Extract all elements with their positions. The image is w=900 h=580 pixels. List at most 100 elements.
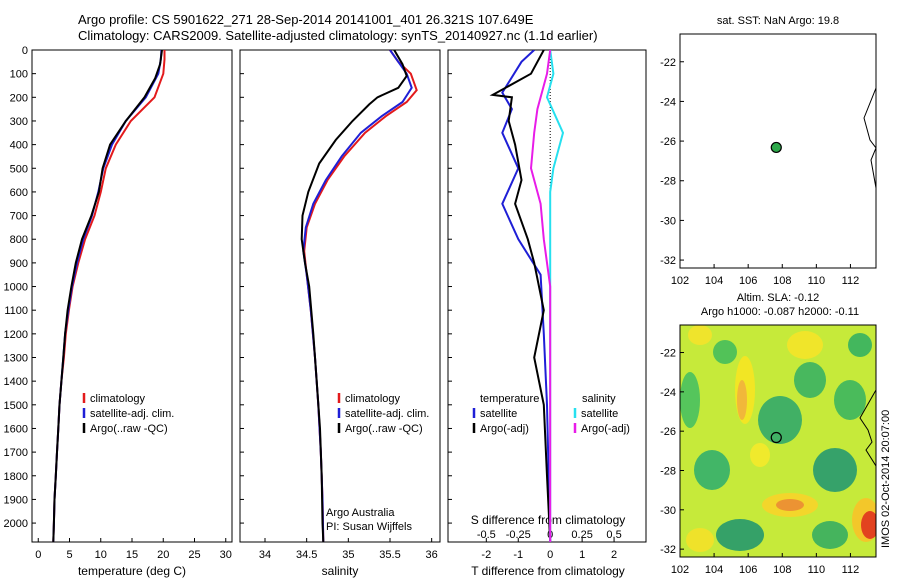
x-tick-label: -2: [481, 549, 491, 561]
difference-legend-temperature: temperature satellite Argo(-adj): [472, 393, 539, 435]
temperature-legend: climatology satellite-adj. clim. Argo(..…: [82, 393, 174, 435]
x-tick-label: 5: [66, 549, 72, 561]
y-tick-label: 100: [10, 69, 28, 81]
legend-label-t-satellite: satellite: [480, 408, 517, 420]
argo-float-location: [770, 431, 782, 444]
y-tick-label: 300: [10, 116, 28, 128]
map-x-tick-label: 112: [842, 275, 860, 287]
map-y-tick-label: -28: [660, 176, 676, 188]
y-tick-label: 1600: [4, 423, 28, 435]
x-tick-label: 1: [579, 549, 585, 561]
series-line-salinity-argo-adj-: [529, 50, 552, 542]
map-y-tick-label: -32: [660, 544, 676, 556]
argo-float-location: [770, 141, 782, 154]
salinity-panel-frame: [239, 49, 441, 543]
y-tick-label: 2000: [4, 518, 28, 530]
series-line-satellite-adj-clim-: [302, 50, 413, 542]
x-tick-label: 30: [220, 549, 232, 561]
s-tick-label: 0.5: [606, 529, 621, 541]
sla-title-line2: Argo h1000: -0.087 h2000: -0.11: [701, 306, 859, 318]
imos-timestamp: IMOS 02-Oct-2014 20:07:00: [880, 409, 892, 548]
y-tick-label: 1500: [4, 400, 28, 412]
map-x-tick-label: 108: [773, 564, 791, 576]
salinity-legend: climatology satellite-adj. clim. Argo(..…: [337, 393, 429, 435]
map-x-tick-label: 102: [671, 275, 689, 287]
x-tick-label: -1: [513, 549, 523, 561]
climatology-subtitle: Climatology: CARS2009. Satellite-adjuste…: [78, 28, 598, 43]
y-tick-label: 1700: [4, 447, 28, 459]
difference-panel-frame: [447, 49, 647, 543]
y-tick-label: 1300: [4, 353, 28, 365]
x-tick-label: 0: [547, 549, 553, 561]
map-y-tick-label: -22: [660, 57, 676, 69]
y-tick-label: 800: [10, 234, 28, 246]
t-difference-xlabel: T difference from climatology: [471, 564, 625, 578]
legend-label-argo: Argo(..raw -QC): [345, 423, 423, 435]
x-tick-label: 10: [95, 549, 107, 561]
salinity-xlabel: salinity: [322, 564, 359, 578]
y-tick-label: 400: [10, 140, 28, 152]
y-tick-label: 1800: [4, 471, 28, 483]
map-y-tick-label: -30: [660, 215, 676, 227]
legend-label-s-satellite: satellite: [581, 408, 618, 420]
s-difference-label: S difference from climatology: [471, 513, 626, 527]
sla-heatmap: [680, 325, 876, 557]
map-x-tick-label: 106: [739, 564, 757, 576]
y-tick-label: 1400: [4, 376, 28, 388]
map-y-tick-label: -28: [660, 465, 676, 477]
x-tick-label: 25: [188, 549, 200, 561]
x-tick-label: 0: [35, 549, 41, 561]
s-tick-label: -0.25: [506, 529, 531, 541]
x-tick-label: 35.5: [379, 549, 400, 561]
coastline-sst: [863, 87, 876, 189]
map-y-tick-label: -32: [660, 255, 676, 267]
difference-legend-salinity: salinity satellite Argo(-adj): [573, 393, 630, 435]
chart-marks: 0 5 10 15 20 25 300100200300400500600700800900…: [4, 45, 860, 576]
map-y-tick-label: -26: [660, 136, 676, 148]
legend-title-salinity: salinity: [582, 393, 616, 405]
coastline-sla: [859, 389, 876, 467]
profile-title: Argo profile: CS 5901622_271 28-Sep-2014…: [78, 12, 534, 27]
sst-map-frame: [679, 33, 877, 269]
map-x-tick-label: 110: [808, 564, 826, 576]
legend-title-temperature: temperature: [480, 393, 539, 405]
legend-label-argo: Argo(..raw -QC): [90, 423, 168, 435]
legend-label-t-argo: Argo(-adj): [480, 423, 529, 435]
y-tick-label: 0: [22, 45, 28, 57]
legend-label-satellite: satellite-adj. clim.: [90, 408, 174, 420]
x-tick-label: 34.5: [296, 549, 317, 561]
map-x-tick-label: 110: [808, 275, 826, 287]
map-x-tick-label: 108: [773, 275, 791, 287]
x-tick-label: 2: [611, 549, 617, 561]
sst-map-title: sat. SST: NaN Argo: 19.8: [717, 15, 839, 27]
map-x-tick-label: 106: [739, 275, 757, 287]
map-x-tick-label: 112: [842, 564, 860, 576]
map-x-tick-label: 104: [705, 275, 723, 287]
x-tick-label: 36: [426, 549, 438, 561]
x-tick-label: 34: [259, 549, 271, 561]
sla-title-line1: Altim. SLA: -0.12: [737, 292, 820, 304]
s-tick-label: 0.25: [571, 529, 592, 541]
s-tick-label: -0.5: [477, 529, 496, 541]
y-tick-label: 500: [10, 163, 28, 175]
series-line-temperature-argo-adj-: [489, 50, 552, 542]
series-line-argo-raw-qc-: [52, 50, 163, 542]
y-tick-label: 900: [10, 258, 28, 270]
map-x-tick-label: 102: [671, 564, 689, 576]
map-y-tick-label: -30: [660, 505, 676, 517]
x-tick-label: 15: [126, 549, 138, 561]
sla-map-frame: [679, 324, 877, 558]
legend-label-s-argo: Argo(-adj): [581, 423, 630, 435]
x-tick-label: 35: [342, 549, 354, 561]
map-y-tick-label: -24: [660, 387, 676, 399]
temperature-xlabel: temperature (deg C): [78, 564, 186, 578]
y-tick-label: 1100: [4, 305, 28, 317]
legend-label-climatology: climatology: [90, 393, 146, 405]
argo-australia-note: Argo Australia: [326, 507, 395, 519]
map-y-tick-label: -24: [660, 96, 676, 108]
temperature-panel-frame: [31, 49, 233, 543]
y-tick-label: 700: [10, 211, 28, 223]
y-tick-label: 600: [10, 187, 28, 199]
x-tick-label: 20: [157, 549, 169, 561]
